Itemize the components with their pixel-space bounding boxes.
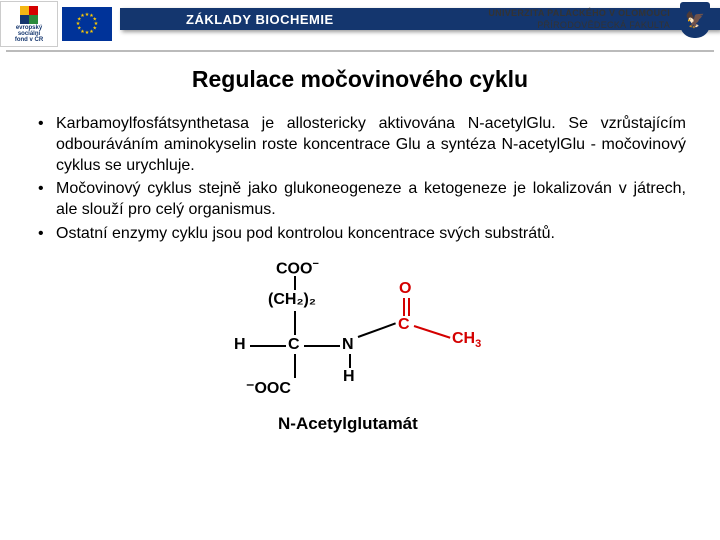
- bond-line: [304, 345, 340, 347]
- label-h-below-n: H: [343, 368, 355, 386]
- esf-logo: evropský sociální fond v ČR: [0, 1, 58, 47]
- eu-stars-icon: ★ ★ ★ ★ ★ ★ ★ ★ ★ ★ ★ ★: [75, 12, 99, 36]
- bullet-item: Močovinový cyklus stejně jako glukoneoge…: [34, 178, 686, 220]
- bullet-item: Karbamoylfosfátsynthetasa je allosterick…: [34, 113, 686, 176]
- header-left: evropský sociální fond v ČR ★ ★ ★ ★ ★ ★ …: [0, 0, 112, 48]
- label-coo: COO−: [276, 258, 319, 278]
- bond-line: [294, 311, 296, 335]
- bond-line: [349, 354, 351, 368]
- bond-line: [414, 325, 451, 339]
- label-n: N: [342, 336, 354, 354]
- bullet-item: Ostatní enzymy cyklu jsou pod kontrolou …: [34, 223, 686, 244]
- uni-line-1: UNIVERZITA PALACKÉHO V OLOMOUCI: [488, 8, 670, 20]
- label-c-red: C: [398, 316, 410, 334]
- bullet-list: Karbamoylfosfátsynthetasa je allosterick…: [28, 113, 692, 244]
- uni-line-2: PŘÍRODOVĚDECKÁ FAKULTA: [488, 20, 670, 32]
- title-bar-text: ZÁKLADY BIOCHEMIE: [186, 12, 334, 27]
- university-text: UNIVERZITA PALACKÉHO V OLOMOUCI PŘÍRODOV…: [488, 8, 670, 31]
- esf-star-icon: [20, 6, 38, 24]
- esf-text-3: fond v ČR: [15, 37, 43, 43]
- label-c-center: C: [288, 336, 300, 354]
- molecule-caption: N-Acetylglutamát: [278, 414, 418, 434]
- label-o-red: O: [399, 280, 411, 298]
- bond-line: [294, 354, 296, 378]
- label-h-left: H: [234, 336, 246, 354]
- slide-title: Regulace močovinového cyklu: [28, 66, 692, 93]
- bond-line: [294, 276, 296, 290]
- bond-line: [403, 298, 405, 316]
- bond-line: [250, 345, 286, 347]
- label-ch3-red: CH3: [452, 330, 481, 350]
- content: Regulace močovinového cyklu Karbamoylfos…: [0, 48, 720, 438]
- bond-line: [408, 298, 410, 316]
- eu-flag-icon: ★ ★ ★ ★ ★ ★ ★ ★ ★ ★ ★ ★: [62, 7, 112, 41]
- label-ooc: ⁻OOC: [246, 378, 291, 398]
- bond-line: [358, 322, 396, 338]
- label-ch2: (CH₂)₂: [268, 291, 316, 309]
- header: evropský sociální fond v ČR ★ ★ ★ ★ ★ ★ …: [0, 0, 720, 48]
- header-divider: [6, 50, 714, 52]
- molecule-diagram: COO− (CH₂)₂ H C N ⁻OOC H C O CH3 N-Acety…: [190, 258, 530, 438]
- header-right: UNIVERZITA PALACKÉHO V OLOMOUCI PŘÍRODOV…: [488, 2, 710, 38]
- university-shield-icon: 🦅: [680, 2, 710, 38]
